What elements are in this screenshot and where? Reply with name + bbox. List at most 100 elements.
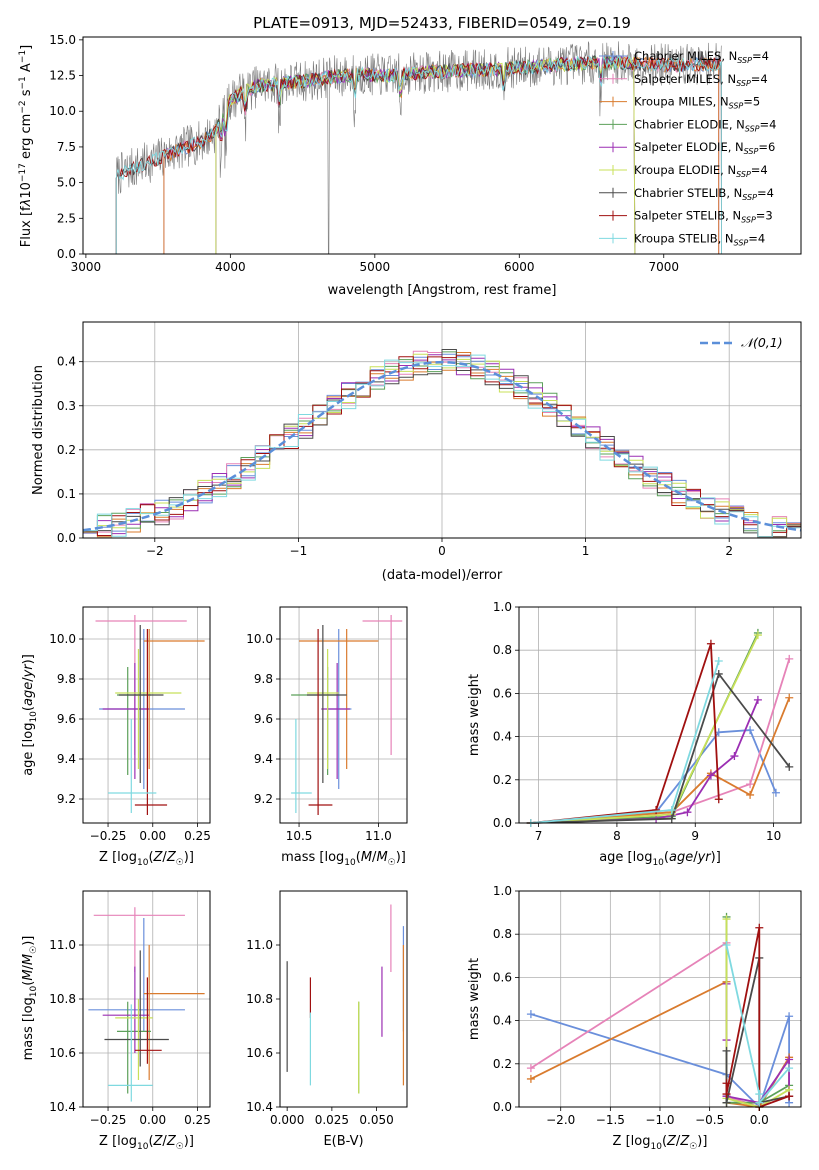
massweight-line [530,672,791,824]
spectrum-xtick-label: 3000 [71,260,102,274]
massweight-point [722,915,731,924]
resid-xtick-label: −2 [146,544,164,558]
mwage-xtick-label: 7 [535,829,543,843]
legend-entry: Chabrier MILES, NSSP=4 [634,49,769,65]
agez-ytick-label: 10.0 [49,632,76,646]
mwage-xtick-label: 10 [766,829,781,843]
massebv-xlabel: E(B-V) [323,1134,363,1149]
massweight-line [725,919,790,1108]
massweight-point [771,788,780,797]
spectrum-panel: Flux [fλ10−17 erg cm−2 s−1 A−1] 3000 4000… [18,33,802,298]
residual-histogram-panel: −2 −1 0 1 2 0.0 0.1 0.2 0.3 0.4 (data-model)/error… [31,321,802,583]
mwage-ytick-label: 0.4 [493,730,512,744]
resid-ytick-label: 0.4 [57,355,76,369]
agez-xtick-label: −0.25 [90,829,127,843]
spectrum-ytick-label: 0.0 [57,247,76,261]
spectrum-ytick-label: 5.0 [57,176,76,190]
massweight-point [785,1012,794,1021]
legend-gaussian-label: 𝒩(0,1) [741,335,783,350]
massweight-line [725,944,790,1106]
massweight-point [755,1090,764,1099]
massweight-point [652,806,661,815]
massweight-point [722,1079,731,1088]
agemass-ytick-label: 10.0 [246,632,273,646]
resid-xtick-label: −1 [290,544,308,558]
legend-entry: Salpeter MILES, NSSP=4 [634,72,768,88]
resid-xtick-label: 1 [582,544,590,558]
age-vs-metallicity-panel: age [log10(age/yr)] −0.25 0.00 0.25 9.2 9.4 9… [21,606,211,868]
massweight-point [785,1064,794,1073]
massweight-point [785,762,794,771]
agemass-xtick-label: 11.0 [365,829,392,843]
spectrum-xlabel: wavelength [Angstrom, rest frame] [328,283,557,298]
massweight-point [753,695,762,704]
massweight-point [706,771,715,780]
massebv-xtick-label: 0.050 [359,1113,393,1127]
mwz-ylabel: mass weight [467,958,482,1040]
model-spectrum-line [115,56,722,254]
massweight-point [714,669,723,678]
massweight-vs-metallicity-panel: −2.0 −1.5 −1.0 −0.5 0.0 0.0 0.2 0.4 0.6 0.8 1.0 Z [… [467,884,802,1152]
residual-hist-step [83,354,801,538]
massebv-ytick-label: 10.4 [246,1100,273,1114]
massz-ytick-label: 10.8 [49,992,76,1006]
mwage-frame [518,606,802,824]
spectrum-ytick-label: 15.0 [49,33,76,47]
resid-ytick-label: 0.0 [57,531,76,545]
agez-xlabel: Z [log10(Z/Z☉)] [99,850,194,868]
mwage-ylabel: mass weight [467,674,482,756]
agez-ytick-label: 9.4 [57,752,76,766]
mwz-xlabel: Z [log10(Z/Z☉)] [613,1134,708,1152]
model-spectrum-line [115,54,722,254]
massebv-ytick-label: 10.8 [246,992,273,1006]
agez-xtick-label: 0.00 [139,829,166,843]
massweight-point [785,1055,794,1064]
mwz-xtick-label: −0.5 [695,1113,724,1127]
massweight-point [785,654,794,663]
mwage-ytick-label: 0.8 [493,643,512,657]
massebv-errorbars [286,904,405,1094]
mwage-ytick-label: 1.0 [493,600,512,614]
mwz-ytick-label: 0.6 [493,970,512,984]
agemass-ytick-label: 9.8 [254,672,273,686]
massz-ytick-label: 11.0 [49,938,76,952]
spectrum-ytick-label: 7.5 [57,140,76,154]
massebv-xtick-label: 0.025 [315,1113,349,1127]
agemass-errorbars [291,615,403,815]
agez-ytick-label: 9.8 [57,672,76,686]
massweight-line [725,957,790,1104]
mwage-xtick-label: 8 [613,829,621,843]
massebv-xtick-label: 0.000 [270,1113,304,1127]
mwz-ytick-label: 0.4 [493,1014,512,1028]
massebv-ytick-label: 10.6 [246,1046,273,1060]
resid-ylabel: Normed distribution [31,365,46,495]
agemass-frame [279,606,408,824]
spectrum-xtick-label: 5000 [360,260,391,274]
spectrum-frame [82,36,802,255]
massz-errorbars [88,907,205,1102]
massweight-point [753,631,762,640]
massweight-point [526,1064,535,1073]
massweight-point [667,814,676,823]
age-vs-mass-panel: 10.5 11.0 9.2 9.4 9.6 9.8 10.0 mass [log10(M/M☉… [246,606,408,868]
mass-vs-metallicity-panel: mass [log10(M/M☉)] −0.25 0.00 0.25 10.4 10.6… [21,890,211,1152]
legend-entry: Kroupa ELODIE, NSSP=4 [634,163,768,179]
mwage-xlabel: age [log10(age/yr)] [599,850,721,868]
legend-entry: Chabrier ELODIE, NSSP=4 [634,117,776,133]
mwz-ytick-label: 0.2 [493,1057,512,1071]
massweight-point [667,806,676,815]
massweight-point [746,790,755,799]
resid-xtick-label: 0 [438,544,446,558]
massweight-point [683,808,692,817]
massweight-line [530,634,759,824]
spectrum-ytick-label: 2.5 [57,211,76,225]
agez-errorbars [95,615,205,815]
massweight-point [526,1010,535,1019]
spectrum-ytick-label: 10.0 [49,104,76,118]
figure-title: PLATE=0913, MJD=52433, FIBERID=0549, z=0… [253,14,631,32]
spectrum-xtick-label: 7000 [648,260,679,274]
massweight-point [526,1074,535,1083]
resid-xtick-label: 2 [725,544,733,558]
massweight-point [714,657,723,665]
massweight-point [785,1092,794,1101]
